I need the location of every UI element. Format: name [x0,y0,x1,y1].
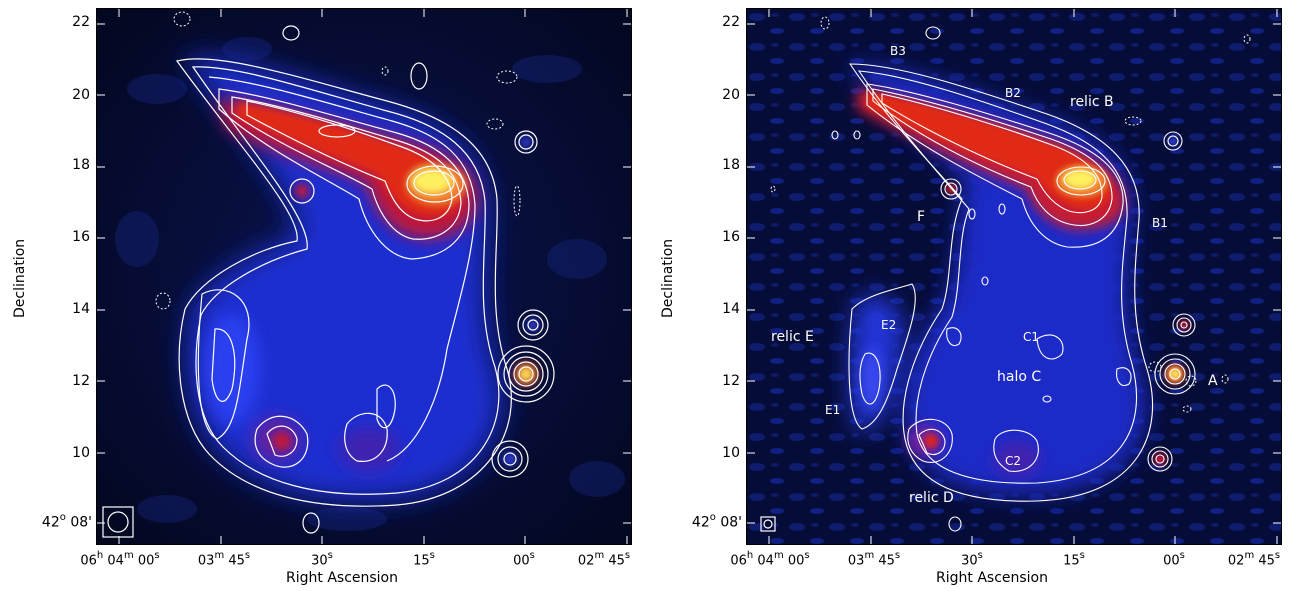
label-e2: E2 [881,318,896,332]
left-y-tick: 16 [72,229,90,245]
label-relic-d: relic D [909,490,954,506]
left-x-tick: 00s [513,550,535,569]
left-y-tick: 22 [72,14,90,30]
right-y-tick: 10 [722,445,740,461]
right-y-axis-label: Declination [660,238,676,318]
label-e1: E1 [825,403,840,417]
right-y-tick: 20 [722,87,740,103]
left-y-tick: 14 [72,301,90,317]
label-relic-b: relic B [1070,94,1114,110]
right-radio-image: B3 B2 relic B B1 F relic E E2 E1 C1 halo… [746,8,1282,545]
left-y-tick-bottom: 42o 08' [41,512,92,531]
right-y-tick: 14 [722,301,740,317]
left-y-axis-label: Declination [12,238,28,318]
left-y-tick: 12 [72,373,90,389]
left-radio-image [96,8,632,545]
right-y-tick: 12 [722,373,740,389]
label-f: F [917,209,925,225]
label-b3: B3 [890,44,906,58]
label-relic-e: relic E [771,329,814,345]
left-y-tick: 18 [72,157,90,173]
right-y-tick: 22 [722,14,740,30]
left-x-tick: 06h 04m 00s [80,550,160,569]
label-c2: C2 [1005,454,1021,468]
right-x-tick: 30s [961,550,983,569]
right-x-tick: 00s [1163,550,1185,569]
left-x-tick: 03m 45s [197,550,251,569]
label-c1: C1 [1023,330,1039,344]
left-x-tick: 15s [413,550,435,569]
right-x-tick: 15s [1063,550,1085,569]
label-b2: B2 [1005,86,1021,100]
left-y-tick: 20 [72,87,90,103]
left-x-axis-label: Right Ascension [286,570,398,586]
left-x-tick: 30s [311,550,333,569]
right-y-tick-bottom: 42o 08' [691,512,742,531]
label-halo-c: halo C [997,369,1041,385]
left-y-tick: 10 [72,445,90,461]
left-x-tick: 02m 45s [577,550,631,569]
right-x-tick: 02m 45s [1227,550,1281,569]
right-x-axis-label: Right Ascension [936,570,1048,586]
label-a: A [1208,373,1218,389]
label-b1: B1 [1152,216,1168,230]
right-x-tick: 06h 04m 00s [730,550,810,569]
right-x-tick: 03m 45s [847,550,901,569]
right-y-tick: 16 [722,229,740,245]
right-y-tick: 18 [722,157,740,173]
